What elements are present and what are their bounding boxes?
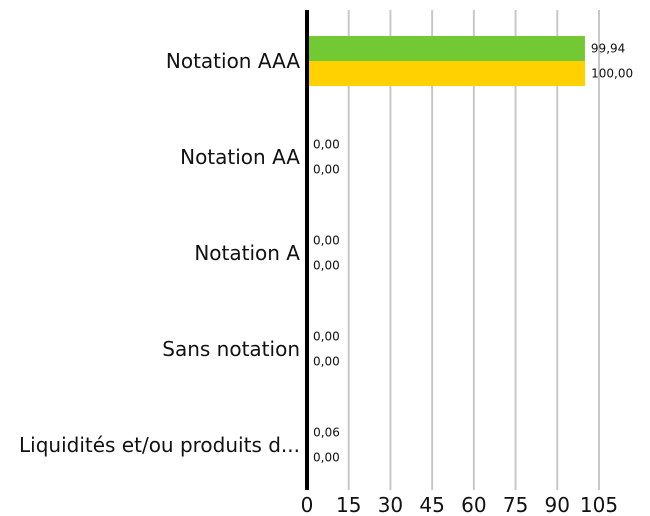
x-tick-label: 75 [503, 493, 528, 516]
data-label: 0,00 [313, 138, 340, 152]
data-label: 0,00 [313, 259, 340, 273]
data-label: 0,00 [313, 451, 340, 465]
value-labels: 99,94 100,00 0,00 0,00 0,00 0,00 0,00 0,00 0,06 0… [313, 42, 633, 465]
category-label: Sans notation [162, 337, 300, 361]
x-tick-labels: 0 15 30 45 60 75 90 105 [301, 493, 618, 516]
x-tick-label: 105 [580, 493, 618, 516]
x-tick-label: 45 [419, 493, 444, 516]
bars [307, 36, 586, 445]
x-tick-label: 60 [461, 493, 486, 516]
data-label: 100,00 [591, 67, 633, 81]
bar [307, 61, 586, 86]
x-tick-label: 90 [545, 493, 570, 516]
category-label: Notation AAA [166, 49, 300, 73]
category-label: Notation AA [180, 145, 300, 169]
bar [307, 36, 585, 61]
category-label: Notation A [194, 241, 300, 265]
data-label: 0,00 [313, 163, 340, 177]
x-tick-label: 30 [378, 493, 403, 516]
data-label: 0,06 [313, 426, 340, 440]
data-label: 99,94 [591, 42, 625, 56]
category-label: Liquidités et/ou produits d... [19, 433, 300, 457]
x-tick-label: 0 [301, 493, 314, 516]
data-label: 0,00 [313, 330, 340, 344]
grid-lines [347, 10, 600, 490]
data-label: 0,00 [313, 355, 340, 369]
x-tick-label: 15 [336, 493, 361, 516]
category-labels: Notation AAA Notation AA Notation A Sans no… [19, 49, 300, 457]
data-label: 0,00 [313, 234, 340, 248]
